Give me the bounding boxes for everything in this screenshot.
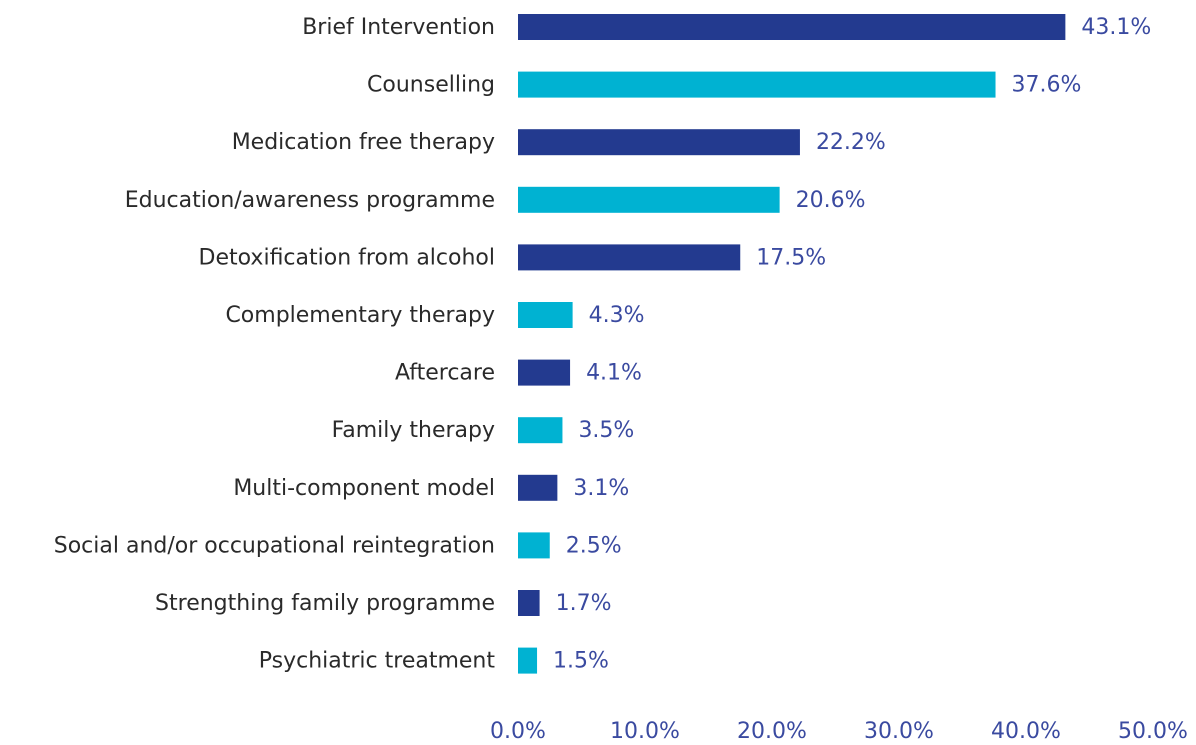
bar [518,474,558,501]
bar [518,590,540,616]
value-label: 3.1% [573,476,629,501]
value-label: 37.6% [1012,73,1082,98]
x-tick-label: 50.0% [1118,719,1188,744]
y-tick-label: Social and/or occupational reintegration [54,533,495,558]
bar [518,129,800,156]
y-tick-label: Family therapy [332,418,495,443]
y-tick-label: Education/awareness programme [125,188,495,213]
bar [518,14,1066,40]
value-label: 43.1% [1081,15,1151,40]
value-label: 4.3% [589,303,645,328]
bar [518,186,780,213]
value-label: 17.5% [756,245,826,270]
x-tick-label: 40.0% [991,719,1061,744]
y-tick-label: Counselling [367,73,495,98]
bar [518,532,550,559]
value-label: 2.5% [566,533,622,558]
x-tick-label: 0.0% [490,719,546,744]
y-tick-label: Detoxification from alcohol [199,245,495,270]
bar [518,359,571,386]
bar [518,244,741,271]
x-tick-label: 30.0% [864,719,934,744]
y-tick-label: Complementary therapy [225,303,495,328]
value-label: 1.5% [553,649,609,674]
y-tick-label: Strengthing family programme [155,591,495,616]
bar [518,302,573,328]
y-tick-label: Brief Intervention [302,15,495,40]
value-label: 1.7% [556,591,612,616]
x-tick-label: 20.0% [737,719,807,744]
y-tick-label: Multi-component model [233,476,495,501]
value-label: 3.5% [578,418,634,443]
y-tick-label: Medication free therapy [232,130,495,155]
bar [518,417,563,444]
value-label: 22.2% [816,130,886,155]
value-label: 20.6% [796,188,866,213]
y-tick-label: Psychiatric treatment [259,649,496,674]
bar [518,647,538,674]
value-label: 4.1% [586,361,642,386]
x-tick-label: 10.0% [610,719,680,744]
bar [518,71,996,98]
y-tick-label: Aftercare [395,361,495,386]
